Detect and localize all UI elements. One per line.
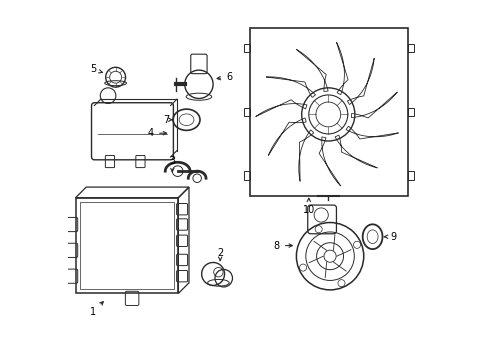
Bar bbox=[250, 28, 408, 196]
Text: 4: 4 bbox=[148, 128, 167, 138]
Text: 5: 5 bbox=[90, 64, 102, 75]
Bar bbox=[80, 202, 174, 289]
Bar bbox=[408, 44, 415, 52]
Bar bbox=[244, 108, 250, 116]
Text: 9: 9 bbox=[385, 232, 397, 242]
Bar bbox=[244, 171, 250, 180]
Text: 7: 7 bbox=[163, 115, 172, 125]
Text: 1: 1 bbox=[90, 302, 103, 317]
Bar bbox=[75, 198, 178, 293]
Text: 6: 6 bbox=[217, 72, 232, 82]
Text: 8: 8 bbox=[274, 240, 293, 251]
Text: 2: 2 bbox=[217, 248, 223, 261]
Bar bbox=[244, 44, 250, 52]
Bar bbox=[408, 108, 415, 116]
Text: 3: 3 bbox=[169, 156, 175, 172]
Bar bbox=[408, 171, 415, 180]
Text: 10: 10 bbox=[303, 198, 315, 215]
